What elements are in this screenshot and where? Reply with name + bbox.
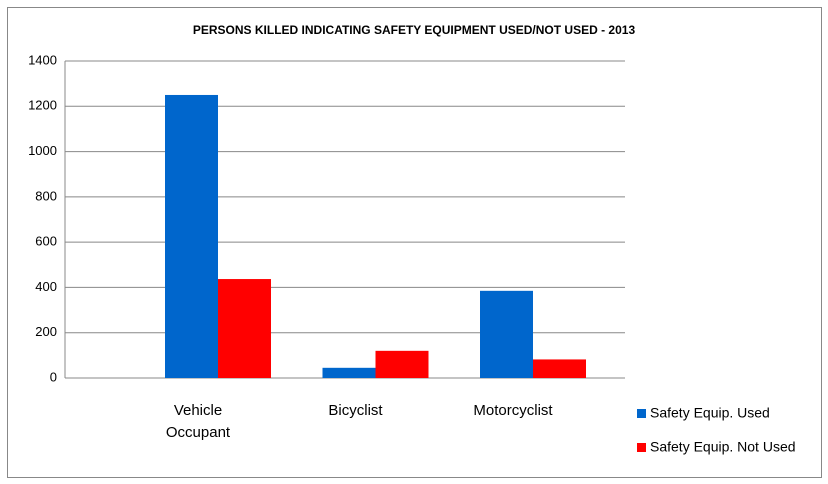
chart-title: PERSONS KILLED INDICATING SAFETY EQUIPME… [193,23,636,37]
legend-label: Safety Equip. Used [650,405,770,421]
y-tick-label: 200 [35,324,57,339]
y-tick-label: 400 [35,279,57,294]
bar [375,350,429,378]
y-tick-label: 800 [35,188,57,203]
bar [533,359,586,378]
y-tick-label: 1000 [28,143,57,158]
legend-label: Safety Equip. Not Used [650,439,796,455]
x-tick-label: Vehicle Occupant [165,402,231,441]
y-tick-label: 1200 [28,98,57,113]
y-tick-label: 0 [50,369,57,384]
y-tick-label: 600 [35,234,57,249]
bar [165,94,218,378]
legend-swatch [637,409,646,418]
x-tick-label: Motorcyclist [473,402,553,419]
bar [322,367,376,378]
legend-swatch [637,443,646,452]
bar [218,279,271,378]
x-tick-label: Bicyclist [328,402,383,419]
bar [480,290,533,378]
y-tick-label: 1400 [28,52,57,67]
